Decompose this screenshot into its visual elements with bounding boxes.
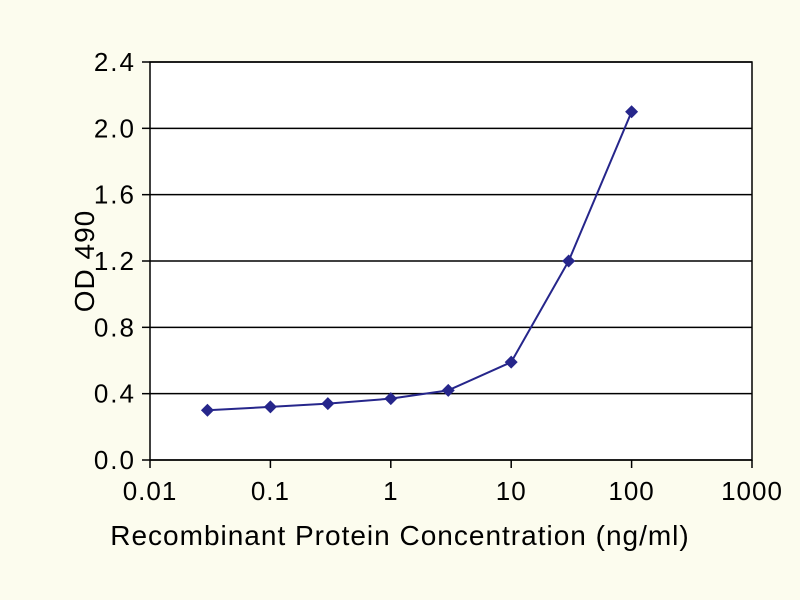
data-point-marker	[504, 355, 518, 369]
data-line	[207, 111, 633, 412]
data-point-marker	[562, 254, 576, 268]
y-tick-label: 0.4	[94, 379, 136, 409]
x-tick-label: 0.1	[251, 476, 290, 506]
x-tick-label: 1	[383, 476, 398, 506]
data-point-marker	[441, 383, 455, 397]
y-tick-label: 0.0	[94, 445, 136, 475]
x-tick-label: 0.01	[123, 476, 178, 506]
y-tick-label: 1.6	[94, 180, 136, 210]
x-tick-label: 100	[608, 476, 654, 506]
data-point-marker	[200, 403, 214, 417]
y-tick-label: 0.8	[94, 312, 136, 342]
x-axis-title: Recombinant Protein Concentration (ng/ml…	[110, 520, 690, 551]
data-point-marker	[263, 400, 277, 414]
y-tick-label: 1.2	[94, 246, 136, 276]
data-point-marker	[321, 397, 335, 411]
plot-border	[149, 61, 753, 461]
y-tick-label: 2.0	[94, 113, 136, 143]
y-axis-title: OD 490	[69, 209, 100, 313]
y-tick-label: 2.4	[94, 47, 136, 77]
x-tick-label: 1000	[721, 476, 783, 506]
data-point-marker	[625, 105, 639, 119]
x-tick-label: 10	[496, 476, 527, 506]
data-point-marker	[384, 392, 398, 406]
